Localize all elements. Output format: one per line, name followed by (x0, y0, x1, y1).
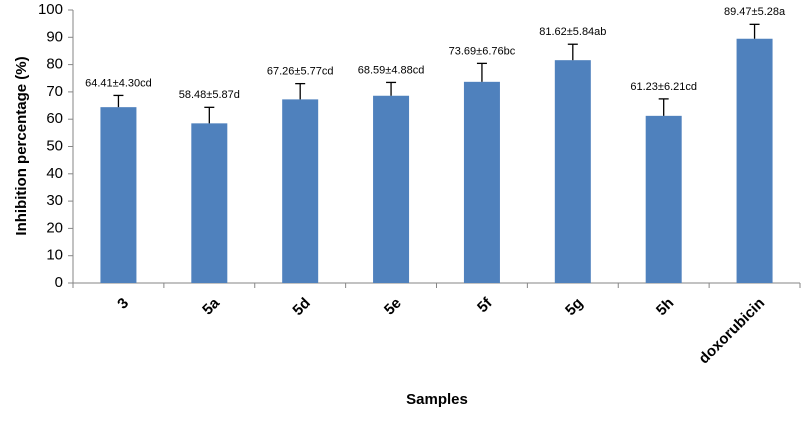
bar (100, 107, 137, 283)
bar (645, 115, 682, 283)
data-label: 89.47±5.28a (724, 6, 786, 18)
x-tick-label: 5a (199, 294, 223, 318)
error-bar (567, 43, 578, 61)
error-bar (295, 82, 306, 100)
x-tick-label: 5g (562, 295, 586, 319)
data-label: 81.62±5.84ab (539, 26, 606, 38)
data-label: 64.41±4.30cd (85, 77, 152, 89)
x-tick-label: 3 (114, 295, 132, 313)
x-tick-label: 5f (474, 294, 496, 316)
data-label: 67.26±5.77cd (267, 66, 334, 78)
error-bar (113, 94, 124, 108)
bar (282, 99, 319, 283)
data-label: 73.69±6.76bc (449, 45, 516, 57)
y-tick-label: 70 (46, 83, 63, 100)
bar (463, 81, 500, 284)
bar (373, 95, 410, 283)
data-label: 61.23±6.21cd (630, 81, 697, 93)
y-axis-title: Inhibition percentage (%) (13, 56, 30, 235)
error-bar (749, 23, 760, 39)
x-tick-label: 5e (381, 295, 405, 319)
y-tick-label: 40 (46, 165, 63, 182)
x-tick-label: doxorubicin (695, 295, 768, 368)
y-tick-label: 80 (46, 56, 63, 73)
error-bar (204, 106, 215, 124)
y-tick-label: 60 (46, 110, 63, 127)
y-tick-label: 10 (46, 247, 63, 264)
y-tick-label: 100 (38, 1, 63, 18)
bar (736, 38, 773, 283)
error-bar (476, 62, 487, 82)
data-label: 58.48±5.87d (179, 89, 240, 101)
bar (191, 123, 228, 283)
bar (554, 60, 591, 283)
x-axis-title: Samples (406, 391, 468, 408)
x-tick-label: 5h (653, 295, 677, 319)
y-tick-label: 90 (46, 28, 63, 45)
data-label: 68.59±4.88cd (358, 64, 425, 76)
y-tick-label: 0 (55, 274, 63, 291)
x-tick-label: 5d (289, 295, 313, 319)
y-tick-label: 20 (46, 219, 63, 236)
y-tick-label: 50 (46, 137, 63, 154)
y-tick-label: 30 (46, 192, 63, 209)
error-bar (386, 81, 397, 96)
error-bar (658, 98, 669, 116)
